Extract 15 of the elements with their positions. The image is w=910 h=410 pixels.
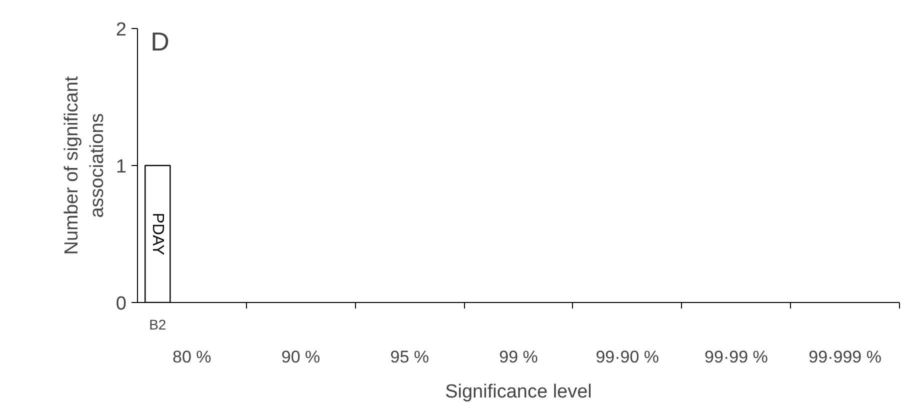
annotation: PDAY: [149, 212, 166, 256]
x-tick-label: 99·99 %: [704, 348, 768, 366]
x-tick-label: 99 %: [499, 348, 538, 366]
y-tick-label: 0: [116, 294, 127, 314]
x-tick-label: 99·90 %: [596, 348, 660, 366]
x-tick-label: 99·999 %: [808, 348, 882, 366]
x-axis-title: Significance level: [445, 382, 592, 402]
series-label: B2: [149, 316, 166, 332]
x-tick-label: 90 %: [281, 348, 320, 366]
x-tick-label: 80 %: [172, 348, 212, 366]
y-tick-label: 2: [116, 20, 127, 40]
annotation: D: [150, 26, 170, 56]
y-axis-title: Number of significant associations: [62, 76, 108, 255]
x-tick-label: 95 %: [390, 348, 430, 366]
y-tick-label: 1: [116, 156, 127, 178]
